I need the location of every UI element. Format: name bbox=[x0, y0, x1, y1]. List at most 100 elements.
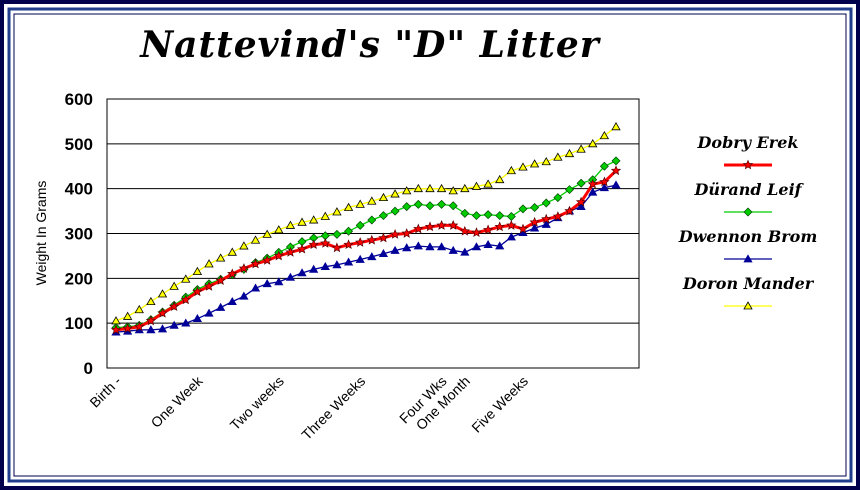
data-point bbox=[436, 219, 447, 230]
data-point bbox=[192, 286, 203, 297]
data-point bbox=[530, 223, 540, 232]
x-tick-label: Two weeks bbox=[227, 373, 287, 433]
data-point bbox=[437, 199, 447, 209]
data-point bbox=[320, 261, 330, 271]
data-point bbox=[611, 121, 621, 131]
legend-swatch-marker bbox=[743, 254, 753, 263]
data-point bbox=[238, 263, 250, 273]
data-point bbox=[448, 201, 458, 211]
data-point bbox=[297, 217, 307, 226]
data-point bbox=[274, 225, 284, 234]
data-point bbox=[436, 242, 447, 251]
data-point bbox=[320, 238, 331, 248]
data-point bbox=[204, 308, 214, 317]
data-point bbox=[355, 254, 365, 263]
data-point bbox=[367, 196, 377, 205]
data-point bbox=[285, 272, 296, 281]
data-point bbox=[215, 253, 226, 262]
legend: Dobry Erek Dürand Leif Dwennon Brom Doron M… bbox=[678, 133, 818, 310]
data-point bbox=[309, 264, 319, 273]
data-point bbox=[378, 192, 389, 202]
data-point bbox=[157, 324, 168, 333]
data-point bbox=[564, 148, 575, 158]
data-point bbox=[402, 186, 412, 195]
y-axis-label: Weight In Grams bbox=[33, 181, 49, 286]
data-point bbox=[460, 183, 470, 193]
data-point bbox=[529, 216, 540, 227]
data-point bbox=[332, 229, 342, 239]
data-point bbox=[564, 205, 575, 216]
legend-swatch-marker bbox=[743, 301, 753, 310]
data-point bbox=[157, 289, 168, 298]
data-point bbox=[308, 239, 319, 250]
data-point bbox=[181, 274, 191, 283]
data-point bbox=[482, 224, 494, 235]
x-tick-label: Three Weeks bbox=[298, 373, 368, 443]
x-tick-label: Five Weeks bbox=[468, 373, 531, 436]
data-point bbox=[611, 180, 621, 189]
data-point bbox=[506, 211, 516, 221]
data-point bbox=[483, 240, 493, 249]
data-point bbox=[145, 315, 157, 326]
data-point bbox=[483, 179, 493, 188]
data-point bbox=[285, 246, 296, 257]
data-point bbox=[576, 178, 586, 188]
data-point bbox=[204, 259, 214, 268]
data-point bbox=[134, 304, 144, 314]
data-point bbox=[390, 189, 400, 198]
data-point bbox=[192, 266, 203, 276]
data-point bbox=[378, 211, 388, 221]
data-point bbox=[459, 225, 470, 236]
chart-title: Nattevind's "D" Litter bbox=[140, 24, 600, 66]
data-point bbox=[576, 144, 586, 153]
data-point bbox=[552, 211, 563, 221]
data-point bbox=[262, 279, 272, 288]
data-point bbox=[402, 243, 412, 252]
data-point bbox=[413, 223, 424, 234]
data-point bbox=[227, 268, 238, 279]
data-point bbox=[355, 199, 365, 208]
data-point bbox=[611, 156, 621, 166]
data-point bbox=[401, 228, 412, 238]
y-tick-label: 300 bbox=[65, 225, 93, 244]
data-point bbox=[588, 187, 598, 196]
data-point bbox=[367, 252, 377, 261]
data-point bbox=[576, 201, 586, 210]
y-axis-ticks: 0 100 200 300 400 500 600 bbox=[65, 90, 93, 378]
data-point bbox=[274, 277, 284, 286]
series-dwennon-brom bbox=[111, 180, 621, 336]
series-line bbox=[115, 160, 617, 329]
series-line bbox=[115, 169, 618, 332]
y-tick-label: 500 bbox=[65, 135, 93, 154]
data-point bbox=[296, 243, 308, 254]
data-point bbox=[460, 247, 470, 256]
data-point bbox=[262, 254, 273, 265]
data-point bbox=[122, 311, 133, 320]
data-point bbox=[494, 221, 505, 232]
data-point bbox=[529, 159, 540, 168]
data-point bbox=[332, 207, 342, 216]
data-point bbox=[262, 229, 272, 238]
data-point bbox=[169, 320, 179, 329]
legend-label: Doron Mander bbox=[682, 274, 815, 293]
data-point bbox=[146, 325, 156, 334]
data-point bbox=[575, 196, 587, 207]
data-point bbox=[460, 208, 470, 218]
data-point bbox=[216, 302, 226, 311]
data-point bbox=[599, 176, 610, 187]
data-point bbox=[273, 250, 284, 261]
data-point bbox=[424, 221, 436, 232]
data-point bbox=[227, 296, 237, 305]
series-dobry-erek bbox=[110, 165, 622, 335]
data-point bbox=[355, 237, 366, 247]
data-point bbox=[541, 213, 552, 224]
data-point bbox=[471, 227, 482, 237]
data-point bbox=[506, 219, 517, 230]
legend-label: Dwennon Brom bbox=[678, 227, 818, 246]
x-axis-ticks: Birth - One Week Two weeks Three Weeks Four … bbox=[86, 372, 531, 443]
data-point bbox=[192, 313, 202, 323]
data-point bbox=[541, 156, 551, 166]
data-point bbox=[599, 161, 609, 171]
data-point bbox=[344, 226, 354, 236]
